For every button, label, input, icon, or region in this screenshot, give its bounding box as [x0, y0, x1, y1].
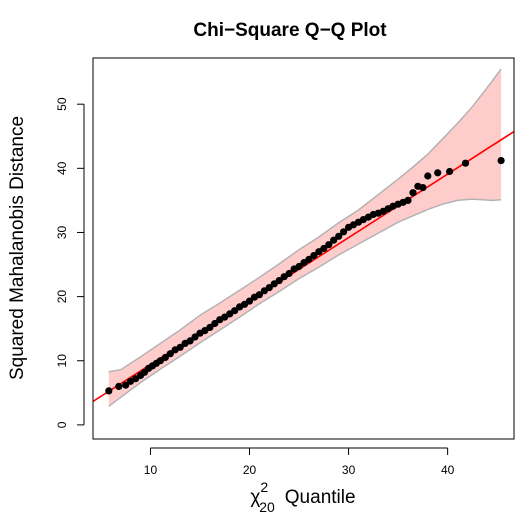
confidence-band [108, 68, 502, 407]
data-point [409, 189, 417, 197]
data-point [434, 169, 442, 177]
y-axis: 0 10 20 30 40 50 [55, 97, 85, 428]
y-tick-label: 0 [55, 421, 69, 428]
data-point [325, 241, 333, 249]
data-point [122, 381, 130, 389]
reference-line [93, 130, 514, 403]
y-tick-label: 10 [55, 354, 69, 368]
x-axis-symbol: χ [250, 487, 260, 508]
data-point [446, 167, 454, 176]
data-point [186, 337, 194, 345]
data-point [275, 277, 283, 285]
data-point [245, 297, 254, 305]
data-point [231, 307, 239, 315]
data-point [255, 291, 263, 299]
x-axis-title: χ2 20 Quantile [250, 479, 355, 515]
plot-frame [92, 57, 515, 440]
y-axis-title: Squared Mahalanobis Distance [7, 116, 28, 380]
data-point [206, 323, 214, 331]
data-point [497, 157, 505, 165]
x-axis-superscript: 2 [260, 479, 268, 495]
confidence-band-upper [108, 68, 502, 373]
x-tick-label: 20 [243, 463, 257, 477]
data-point [161, 353, 169, 362]
y-tick-label: 50 [55, 97, 69, 111]
x-tick-label: 10 [144, 463, 158, 477]
x-axis-subscript: 20 [259, 499, 275, 515]
data-point [285, 269, 293, 278]
data-point [211, 319, 219, 328]
x-tick-label: 30 [342, 463, 356, 477]
data-point [340, 228, 348, 236]
data-point [166, 350, 174, 358]
x-axis-label-text: Quantile [285, 487, 356, 508]
y-tick-label: 30 [55, 225, 69, 239]
data-point [424, 172, 432, 180]
data-point [115, 382, 123, 390]
data-point [191, 333, 199, 341]
confidence-band-lower [108, 198, 502, 407]
data-point [419, 184, 427, 192]
y-tick-label: 40 [55, 161, 69, 175]
y-tick-label: 20 [55, 290, 69, 304]
data-point [335, 232, 343, 240]
data-point [404, 196, 412, 204]
data-point [310, 252, 318, 260]
data-point [320, 244, 328, 253]
data-point [330, 236, 338, 244]
data-point [265, 284, 273, 292]
data-point [461, 159, 470, 167]
chart-title: Chi−Square Q−Q Plot [193, 20, 387, 41]
data-point [305, 255, 313, 263]
x-axis: 10 20 30 40 [144, 447, 455, 477]
data-point [295, 262, 303, 271]
data-point [105, 387, 113, 395]
x-tick-label: 40 [441, 463, 455, 477]
plot-area [92, 57, 515, 440]
data-point [176, 343, 184, 351]
